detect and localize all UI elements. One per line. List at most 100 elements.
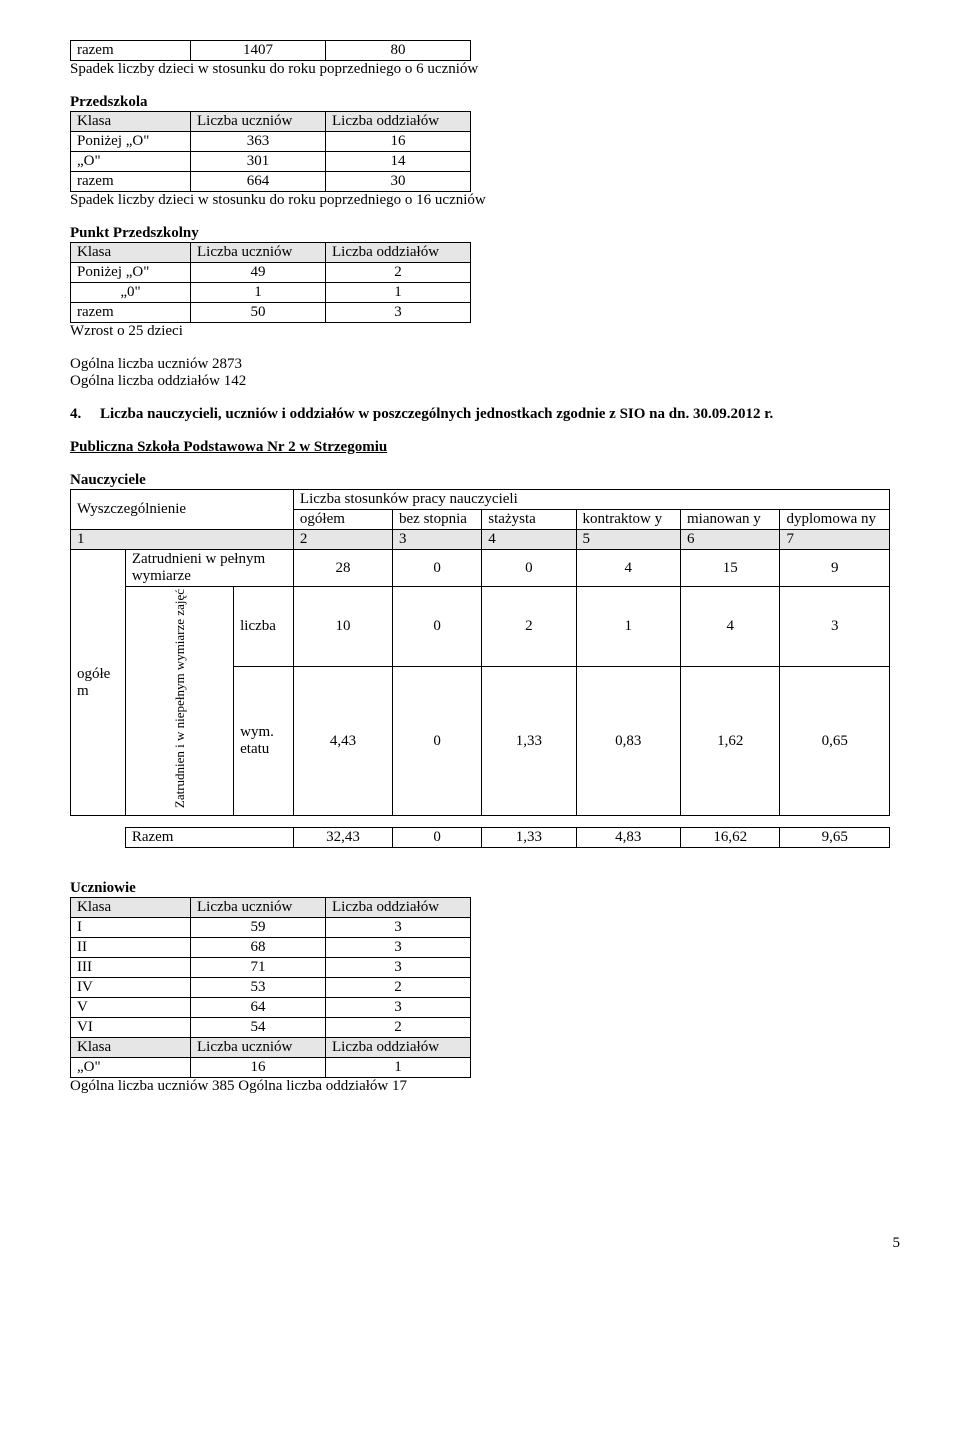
table-cell: 4: [681, 587, 780, 667]
top-razem-v2: 80: [326, 41, 471, 61]
spacer-cell: [71, 828, 126, 848]
top-razem-label: razem: [71, 41, 191, 61]
th-lo: Liczba oddziałów: [326, 1038, 471, 1058]
th-lsp: Liczba stosunków pracy nauczycieli: [293, 490, 889, 510]
table-cell: 71: [191, 958, 326, 978]
table-cell: 1: [326, 283, 471, 303]
table-cell: 28: [293, 550, 392, 587]
table-cell: 1,33: [482, 828, 576, 848]
section-4-heading: 4. Liczba nauczycieli, uczniów i oddział…: [70, 406, 900, 423]
table-cell: 1,33: [482, 667, 576, 816]
th-wyszczegolnienie: Wyszczególnienie: [71, 490, 294, 530]
th-lu: Liczba uczniów: [191, 112, 326, 132]
table-cell: 0: [393, 667, 482, 816]
table-cell: 2: [326, 263, 471, 283]
przedszkola-table: Klasa Liczba uczniów Liczba oddziałów Po…: [70, 111, 471, 192]
table-cell: 0: [393, 587, 482, 667]
text-wzrost25: Wzrost o 25 dzieci: [70, 323, 900, 340]
table-cell: Poniżej „O": [71, 263, 191, 283]
table-cell: 50: [191, 303, 326, 323]
th-lo: Liczba oddziałów: [326, 898, 471, 918]
th-dypl: dyplomowa ny: [780, 510, 890, 530]
table-cell: IV: [71, 978, 191, 998]
table-cell: VI: [71, 1018, 191, 1038]
table-cell: 16: [191, 1058, 326, 1078]
zatr-niep-rot-cell: Zatrudnien i w niepełnym wymiarze zajęć: [125, 587, 233, 816]
psp2-title: Publiczna Szkoła Podstawowa Nr 2 w Strze…: [70, 439, 900, 456]
table-cell: 16: [326, 132, 471, 152]
table-cell: 10: [293, 587, 392, 667]
th-mian: mianowan y: [681, 510, 780, 530]
table-cell: II: [71, 938, 191, 958]
th-ogolem: ogółem: [293, 510, 392, 530]
razem-label: Razem: [125, 828, 293, 848]
table-cell: 14: [326, 152, 471, 172]
table-cell: 1: [576, 587, 680, 667]
th-lu: Liczba uczniów: [191, 898, 326, 918]
table-cell: 30: [326, 172, 471, 192]
table-cell: 16,62: [681, 828, 780, 848]
table-cell: 4: [576, 550, 680, 587]
table-cell: 54: [191, 1018, 326, 1038]
colnum: 1: [71, 530, 294, 550]
table-cell: Poniżej „O": [71, 132, 191, 152]
spacer-cell: [71, 816, 126, 828]
nauczyciele-title: Nauczyciele: [70, 472, 900, 489]
punkt-table: Klasa Liczba uczniów Liczba oddziałów Po…: [70, 242, 471, 323]
table-cell: razem: [71, 303, 191, 323]
table-cell: 0: [482, 550, 576, 587]
table-cell: 15: [681, 550, 780, 587]
top-razem-v1: 1407: [191, 41, 326, 61]
table-cell: 0: [393, 550, 482, 587]
th-kontr: kontraktow y: [576, 510, 680, 530]
table-cell: 1: [191, 283, 326, 303]
table-cell: 3: [326, 918, 471, 938]
przedszkola-title: Przedszkola: [70, 94, 900, 111]
nauczyciele-table: Wyszczególnienie Liczba stosunków pracy …: [70, 489, 890, 848]
table-cell: 2: [326, 978, 471, 998]
text-ogolna-oddzialow: Ogólna liczba oddziałów 142: [70, 373, 900, 390]
top-razem-table: razem 1407 80: [70, 40, 471, 61]
table-cell: 68: [191, 938, 326, 958]
table-cell: 1: [326, 1058, 471, 1078]
uczniowie-title: Uczniowie: [70, 880, 900, 897]
table-cell: 3: [326, 938, 471, 958]
table-cell: V: [71, 998, 191, 1018]
table-cell: 664: [191, 172, 326, 192]
th-klasa: Klasa: [71, 898, 191, 918]
table-cell: 363: [191, 132, 326, 152]
table-cell: „O": [71, 152, 191, 172]
th-lu: Liczba uczniów: [191, 243, 326, 263]
text-ogolna-uczniow: Ogólna liczba uczniów 2873: [70, 356, 900, 373]
table-cell: III: [71, 958, 191, 978]
wym-etatu-label: wym. etatu: [234, 667, 294, 816]
table-cell: 2: [482, 587, 576, 667]
page-number: 5: [70, 1235, 900, 1252]
th-klasa: Klasa: [71, 112, 191, 132]
th-klasa: Klasa: [71, 1038, 191, 1058]
table-cell: 301: [191, 152, 326, 172]
table-cell: 53: [191, 978, 326, 998]
table-cell: 59: [191, 918, 326, 938]
ogolem-rowlabel: ogółe m: [71, 550, 126, 816]
table-cell: 2: [326, 1018, 471, 1038]
table-cell: 64: [191, 998, 326, 1018]
th-staz: stażysta: [482, 510, 576, 530]
colnum: 3: [393, 530, 482, 550]
table-cell: 49: [191, 263, 326, 283]
text-spadek-przedszkola: Spadek liczby dzieci w stosunku do roku …: [70, 192, 900, 209]
colnum: 5: [576, 530, 680, 550]
th-bez: bez stopnia: [393, 510, 482, 530]
section-4-num: 4.: [70, 406, 81, 422]
th-klasa: Klasa: [71, 243, 191, 263]
table-cell: 3: [326, 958, 471, 978]
uczniowie-table: Klasa Liczba uczniów Liczba oddziałów I …: [70, 897, 471, 1078]
zatr-pelnym: Zatrudnieni w pełnym wymiarze: [125, 550, 293, 587]
table-cell: „0": [71, 283, 191, 303]
table-cell: 0: [393, 828, 482, 848]
table-cell: 3: [326, 998, 471, 1018]
text-spadek-6: Spadek liczby dzieci w stosunku do roku …: [70, 61, 900, 78]
table-cell: 1,62: [681, 667, 780, 816]
table-cell: I: [71, 918, 191, 938]
table-cell: 9: [780, 550, 890, 587]
